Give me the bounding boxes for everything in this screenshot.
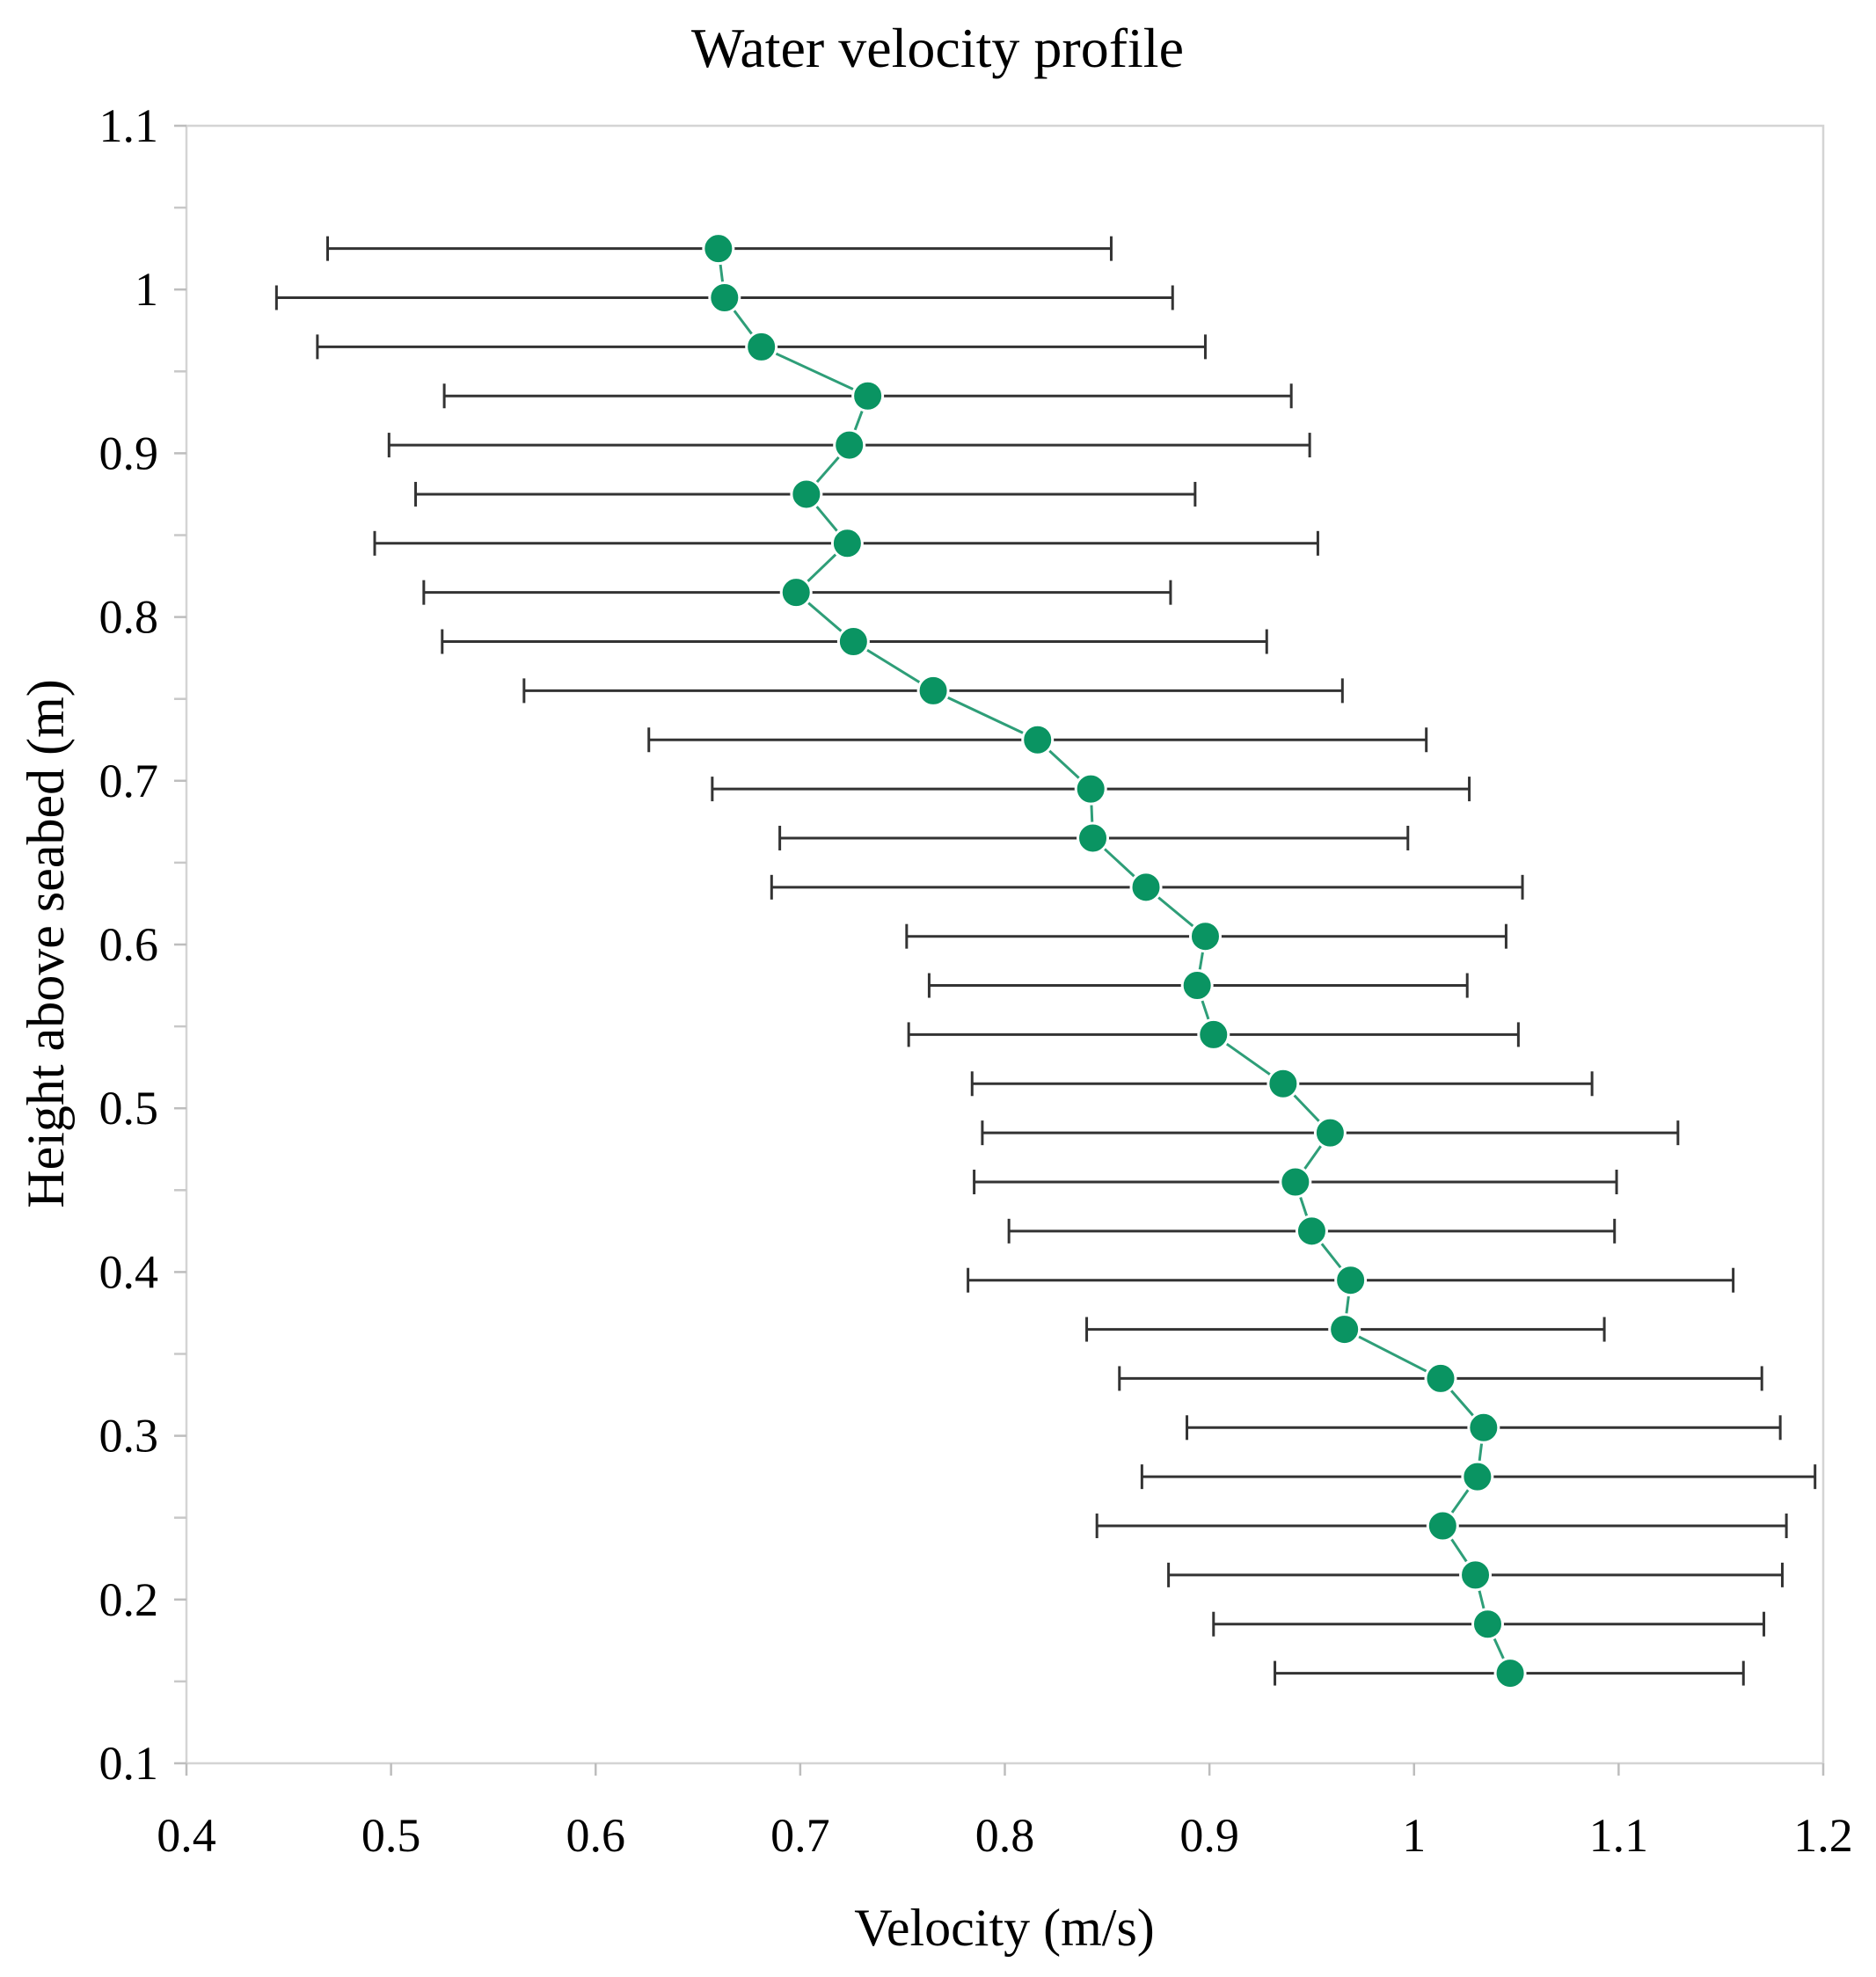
data-point [1180, 969, 1214, 1003]
data-point [1461, 1460, 1494, 1493]
data-point [1334, 1264, 1368, 1297]
x-tick-label: 0.7 [770, 1809, 830, 1862]
y-tick-label: 0.8 [99, 591, 159, 644]
data-point [1266, 1067, 1300, 1100]
data-point [1077, 821, 1110, 855]
x-tick-label: 0.5 [361, 1809, 421, 1862]
y-tick-label: 0.9 [99, 427, 159, 479]
data-point [1424, 1361, 1457, 1395]
data-point [1328, 1313, 1361, 1346]
data-point [1459, 1558, 1493, 1592]
x-tick-label: 0.6 [566, 1809, 626, 1862]
data-point [851, 379, 885, 412]
data-point [779, 576, 813, 609]
data-point [1426, 1509, 1459, 1543]
data-point [1021, 723, 1055, 756]
x-tick-label: 1 [1402, 1809, 1426, 1862]
y-tick-label: 0.7 [99, 755, 159, 807]
data-point [833, 428, 866, 462]
data-point [790, 478, 823, 511]
data-point [1074, 772, 1107, 806]
x-axis-tick-labels: 0.4 0.5 0.6 0.7 0.8 0.9 1 1.1 1.2 [157, 1809, 1853, 1862]
y-tick-label: 0.1 [99, 1737, 159, 1790]
x-tick-label: 1.2 [1793, 1809, 1853, 1862]
data-point [1129, 871, 1163, 904]
x-tick-label: 0.4 [157, 1809, 216, 1862]
x-axis-title: Velocity (m/s) [854, 1899, 1155, 1957]
y-tick-label: 1.1 [99, 99, 159, 152]
y-tick-label: 0.4 [99, 1245, 159, 1298]
data-point [1279, 1165, 1312, 1199]
data-point [1493, 1657, 1527, 1690]
y-axis-ticks [174, 124, 186, 1765]
chart-title: Water velocity profile [691, 17, 1184, 79]
data-point [836, 625, 870, 659]
x-tick-label: 0.9 [1179, 1809, 1239, 1862]
velocity-markers [702, 232, 1527, 1690]
data-point [702, 232, 735, 266]
data-point [1471, 1608, 1504, 1641]
data-point [830, 527, 864, 560]
data-point [916, 674, 950, 707]
y-axis-tick-labels: 0.1 0.2 0.3 0.4 0.5 0.6 0.7 0.8 0.9 1 1.1 [99, 99, 159, 1790]
data-point [1313, 1116, 1347, 1149]
y-tick-label: 0.6 [99, 918, 159, 971]
x-tick-label: 0.8 [975, 1809, 1035, 1862]
data-point [1197, 1018, 1230, 1051]
x-tick-label: 1.1 [1589, 1809, 1649, 1862]
y-tick-label: 0.5 [99, 1082, 159, 1134]
data-point [708, 281, 741, 315]
data-point [1295, 1215, 1328, 1248]
y-tick-label: 0.3 [99, 1410, 159, 1463]
y-axis-title: Height above seabed (m) [17, 679, 75, 1207]
data-point [1467, 1411, 1500, 1444]
data-point [745, 330, 778, 363]
x-axis-ticks [185, 1763, 1825, 1776]
data-point [1188, 920, 1222, 953]
y-tick-label: 1 [135, 263, 158, 316]
y-tick-label: 0.2 [99, 1573, 159, 1626]
